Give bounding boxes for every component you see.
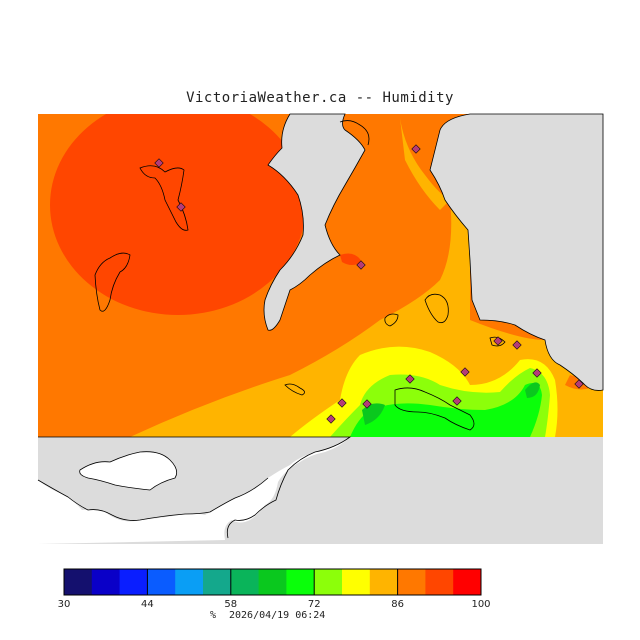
station-markers bbox=[154, 144, 584, 424]
station-marker bbox=[460, 367, 470, 377]
contour-fill-layer bbox=[38, 114, 603, 437]
island-small bbox=[384, 313, 399, 327]
coast-north bbox=[339, 120, 370, 146]
station-marker bbox=[154, 158, 164, 168]
station-marker bbox=[512, 340, 522, 350]
station-marker bbox=[411, 144, 421, 154]
legend-tick-label: 30 bbox=[58, 599, 71, 610]
station-marker bbox=[356, 260, 366, 270]
station-marker bbox=[532, 368, 542, 378]
legend-tick-label: 58 bbox=[224, 599, 237, 610]
legend-swatch bbox=[286, 569, 315, 595]
legend-timestamp: 2026/04/19 06:24 bbox=[229, 610, 325, 621]
legend-swatch bbox=[91, 569, 121, 595]
island-east bbox=[424, 293, 449, 324]
contour-68-72 bbox=[350, 382, 542, 437]
legend-bar: 30 44 58 72 86 100 bbox=[58, 568, 491, 610]
legend-tick-label: 72 bbox=[308, 599, 321, 610]
legend-tick-label: 86 bbox=[391, 599, 404, 610]
map-title: VictoriaWeather.ca -- Humidity bbox=[186, 90, 454, 106]
legend-swatch bbox=[175, 569, 204, 595]
island-san-juan bbox=[79, 451, 178, 491]
outside-domain-land bbox=[38, 437, 350, 544]
station-marker bbox=[574, 379, 584, 389]
contour-80-84-north bbox=[400, 118, 450, 210]
islands bbox=[94, 120, 506, 431]
legend-tick-label: 44 bbox=[141, 599, 154, 610]
legend-swatch bbox=[397, 569, 426, 595]
station-marker bbox=[326, 414, 336, 424]
legend-swatch bbox=[453, 569, 482, 595]
island-north bbox=[139, 165, 189, 231]
island-ne bbox=[489, 336, 506, 347]
contour-64-68-east bbox=[525, 382, 540, 398]
legend-swatch bbox=[369, 569, 399, 595]
legend-swatch bbox=[203, 569, 232, 595]
legend-swatch bbox=[314, 569, 343, 595]
legend-tick-label: 100 bbox=[471, 599, 490, 610]
legend-swatch bbox=[147, 569, 176, 595]
station-marker bbox=[176, 202, 186, 212]
south-coastline bbox=[37, 436, 352, 539]
island-south bbox=[284, 383, 305, 396]
legend-swatch bbox=[425, 569, 454, 595]
island-west bbox=[94, 252, 131, 312]
legend-swatch bbox=[230, 569, 260, 595]
legend-unit: % bbox=[210, 610, 216, 621]
legend-swatch bbox=[342, 569, 371, 595]
legend-swatch bbox=[258, 569, 287, 595]
station-marker bbox=[337, 398, 347, 408]
station-marker bbox=[452, 396, 462, 406]
station-marker bbox=[493, 336, 503, 346]
contour-88-92 bbox=[50, 114, 306, 315]
legend-swatch bbox=[64, 569, 93, 595]
legend-swatch bbox=[119, 569, 148, 595]
contour-64-68-west bbox=[362, 403, 385, 425]
victoria-peninsula bbox=[394, 387, 475, 431]
contour-80-84 bbox=[130, 200, 603, 437]
contour-88-92-small bbox=[340, 253, 362, 265]
station-marker bbox=[405, 374, 415, 384]
station-marker bbox=[362, 399, 372, 409]
